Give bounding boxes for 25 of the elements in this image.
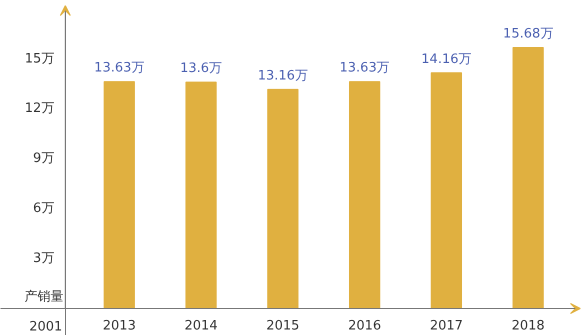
- x-tick-label: 2016: [348, 318, 382, 334]
- text: 2001: [29, 320, 62, 334]
- x-tick-label: 2015: [266, 318, 300, 334]
- data-label: 14.16万: [421, 52, 472, 67]
- y-axis-title: 产销量: [24, 290, 64, 304]
- data-label: 13.16万: [258, 68, 308, 84]
- y-tick-label: 3万: [33, 251, 54, 266]
- y-tick-label: 12万: [24, 101, 54, 116]
- data-label: 13.63万: [340, 60, 390, 76]
- y-tick-label: 6万: [33, 201, 54, 216]
- y-tick-label: 15万: [24, 51, 54, 66]
- bar: [430, 72, 462, 309]
- bar: [348, 81, 380, 309]
- bar: [185, 82, 217, 309]
- y-tick-label: 9万: [33, 151, 54, 166]
- bar: [267, 88, 298, 309]
- x-tick-label: 2013: [102, 318, 136, 334]
- x-tick-label: 2014: [184, 318, 218, 334]
- data-label: 15.68万: [503, 26, 554, 42]
- data-label: 13.63万: [94, 60, 144, 76]
- x-tick-label: 2018: [512, 318, 545, 334]
- x-tick-label: 2017: [430, 318, 463, 334]
- bar: [512, 46, 544, 309]
- data-label: 13.6万: [180, 61, 222, 76]
- bar: [104, 81, 135, 309]
